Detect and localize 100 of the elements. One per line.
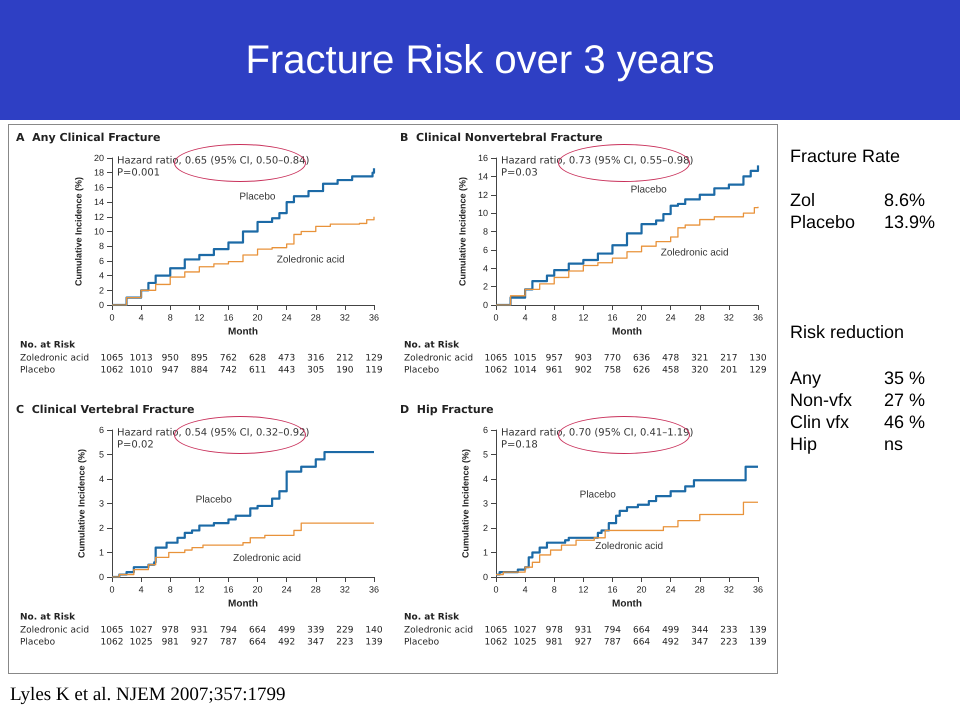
text: 664 <box>632 638 650 648</box>
text: 217 <box>720 354 738 364</box>
chart-title: A Any Clinical Fracture <box>16 131 160 144</box>
text: 664 <box>248 638 266 648</box>
x-tick-label: 32 <box>340 584 350 594</box>
y-tick-label: 14 <box>478 171 488 182</box>
text: 626 <box>632 366 650 376</box>
chart-title: B Clinical Nonvertebral Fracture <box>400 131 603 144</box>
y-tick-label: 16 <box>478 153 488 163</box>
text: 458 <box>662 366 680 376</box>
text: 223 <box>336 638 354 648</box>
text: 1065 <box>100 626 124 636</box>
text: 1062 <box>484 638 508 648</box>
x-tick-label: 32 <box>724 312 734 322</box>
y-axis-title: Cumulative Incidence (%) <box>458 176 468 286</box>
text: 611 <box>248 366 266 376</box>
x-axis-title: Month <box>612 326 642 338</box>
text: Clin vfx <box>790 412 850 433</box>
y-tick-label: 10 <box>94 226 104 236</box>
y-tick-label: 20 <box>94 153 104 163</box>
x-tick-label: 12 <box>194 584 204 594</box>
x-axis-title: Month <box>228 598 258 610</box>
y-tick-label: 1 <box>482 548 488 558</box>
text: Hip <box>790 434 818 455</box>
y-tick-label: 8 <box>482 226 488 236</box>
text: 1065 <box>484 626 508 636</box>
series-label: Zoledronic acid <box>276 254 345 266</box>
annotation: P=0.02 <box>117 440 154 450</box>
y-tick-label: 0 <box>482 572 488 582</box>
text: 499 <box>278 626 296 636</box>
text: Zoledronic acid <box>20 354 90 364</box>
text: 1014 <box>514 366 537 376</box>
x-tick-label: 8 <box>552 584 557 594</box>
text: 201 <box>720 366 738 376</box>
text: 978 <box>546 626 564 636</box>
x-tick-label: 4 <box>138 584 144 594</box>
y-axis-title: Cumulative Incidence (%) <box>76 448 86 558</box>
text: 978 <box>162 626 180 636</box>
text: 1015 <box>514 354 537 364</box>
x-tick-label: 0 <box>493 312 499 322</box>
text: Placebo <box>790 212 856 233</box>
text: 1027 <box>130 626 153 636</box>
y-tick-label: 6 <box>482 244 488 255</box>
text: 119 <box>365 366 383 376</box>
series-label: Placebo <box>196 494 232 506</box>
text: 628 <box>248 354 266 364</box>
x-tick-label: 8 <box>168 312 173 322</box>
y-axis-title: Cumulative Incidence (%) <box>74 176 84 286</box>
y-tick-label: 0 <box>482 300 488 310</box>
x-tick-label: 32 <box>724 584 734 594</box>
x-tick-label: 24 <box>282 312 292 322</box>
text: 223 <box>720 638 738 648</box>
text: 1027 <box>514 626 537 636</box>
text: 35 % <box>884 368 926 389</box>
y-tick-label: 2 <box>482 523 488 533</box>
x-tick-label: 32 <box>340 312 350 322</box>
y-tick-label: 5 <box>98 450 104 460</box>
text: 895 <box>190 354 208 364</box>
text: Lyles K et al. NJEM 2007;357:1799 <box>10 684 286 706</box>
x-tick-label: 16 <box>607 584 618 594</box>
text: No. at Risk <box>20 612 76 622</box>
y-tick-label: 2 <box>98 523 104 533</box>
text: Zoledronic acid <box>20 626 90 636</box>
text: 140 <box>365 626 383 636</box>
text: 347 <box>691 638 708 648</box>
text: 129 <box>749 366 767 376</box>
text: Fracture Risk over 3 years <box>0 0 960 120</box>
x-tick-label: 24 <box>666 312 676 322</box>
text: 950 <box>162 354 180 364</box>
x-tick-label: 36 <box>752 312 764 322</box>
x-axis-title: Month <box>228 326 258 338</box>
x-tick-label: 12 <box>578 312 588 322</box>
x-tick-label: 16 <box>223 312 234 322</box>
text: 316 <box>307 354 325 364</box>
x-tick-label: 28 <box>694 584 705 594</box>
text: 305 <box>307 366 324 376</box>
x-tick-label: 4 <box>522 312 528 322</box>
series-label: Zoledronic acid <box>233 553 301 564</box>
y-axis-title: Cumulative Incidence (%) <box>460 448 470 558</box>
y-tick-label: 0 <box>98 572 104 582</box>
series-label: Placebo <box>580 489 616 500</box>
text: Zoledronic acid <box>404 354 474 364</box>
text: 229 <box>336 626 354 636</box>
y-tick-label: 10 <box>478 208 488 218</box>
text: 758 <box>604 366 622 376</box>
x-axis-title: Month <box>612 598 642 610</box>
text: 1065 <box>484 354 508 364</box>
chart-title: C Clinical Vertebral Fracture <box>16 403 194 416</box>
x-tick-label: 12 <box>578 584 588 594</box>
text: Placebo <box>404 638 440 648</box>
x-tick-label: 4 <box>522 584 528 594</box>
x-tick-label: 4 <box>138 312 144 322</box>
text: 927 <box>574 638 592 648</box>
y-tick-label: 3 <box>98 498 104 508</box>
text: 339 <box>307 626 325 636</box>
text: 947 <box>162 366 179 376</box>
text: 794 <box>604 626 622 636</box>
text: Placebo <box>20 638 56 648</box>
y-tick-label: 18 <box>94 168 104 178</box>
text: 770 <box>604 354 622 364</box>
